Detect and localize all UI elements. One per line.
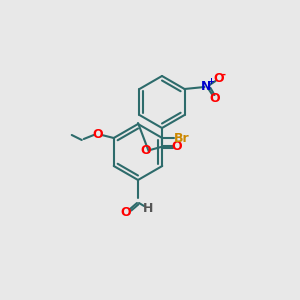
- Text: O: O: [213, 73, 224, 85]
- Text: O: O: [172, 140, 182, 152]
- Text: H: H: [143, 202, 153, 214]
- Text: O: O: [141, 145, 151, 158]
- Text: Br: Br: [173, 131, 189, 145]
- Text: O: O: [92, 128, 103, 140]
- Text: +: +: [208, 77, 214, 86]
- Text: -: -: [221, 70, 226, 80]
- Text: O: O: [121, 206, 131, 218]
- Text: O: O: [209, 92, 220, 104]
- Text: N: N: [201, 80, 212, 94]
